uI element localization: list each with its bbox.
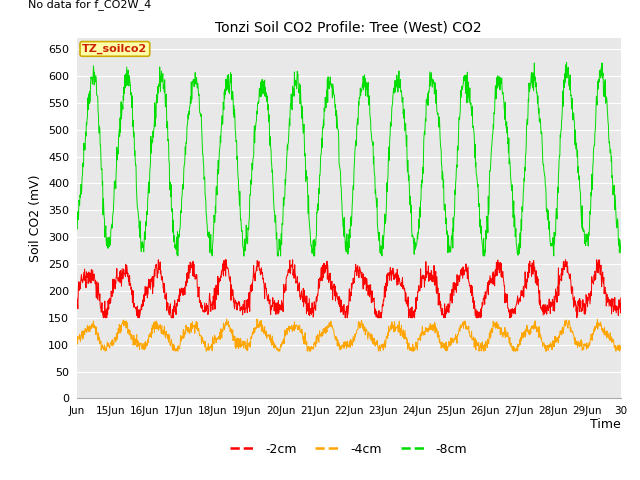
Y-axis label: Soil CO2 (mV): Soil CO2 (mV) <box>29 175 42 262</box>
Text: Time: Time <box>590 418 621 431</box>
Text: No data for f_CO2W_4: No data for f_CO2W_4 <box>28 0 151 10</box>
Text: TZ_soilco2: TZ_soilco2 <box>82 44 147 54</box>
Legend: -2cm, -4cm, -8cm: -2cm, -4cm, -8cm <box>225 438 472 460</box>
Title: Tonzi Soil CO2 Profile: Tree (West) CO2: Tonzi Soil CO2 Profile: Tree (West) CO2 <box>216 21 482 35</box>
